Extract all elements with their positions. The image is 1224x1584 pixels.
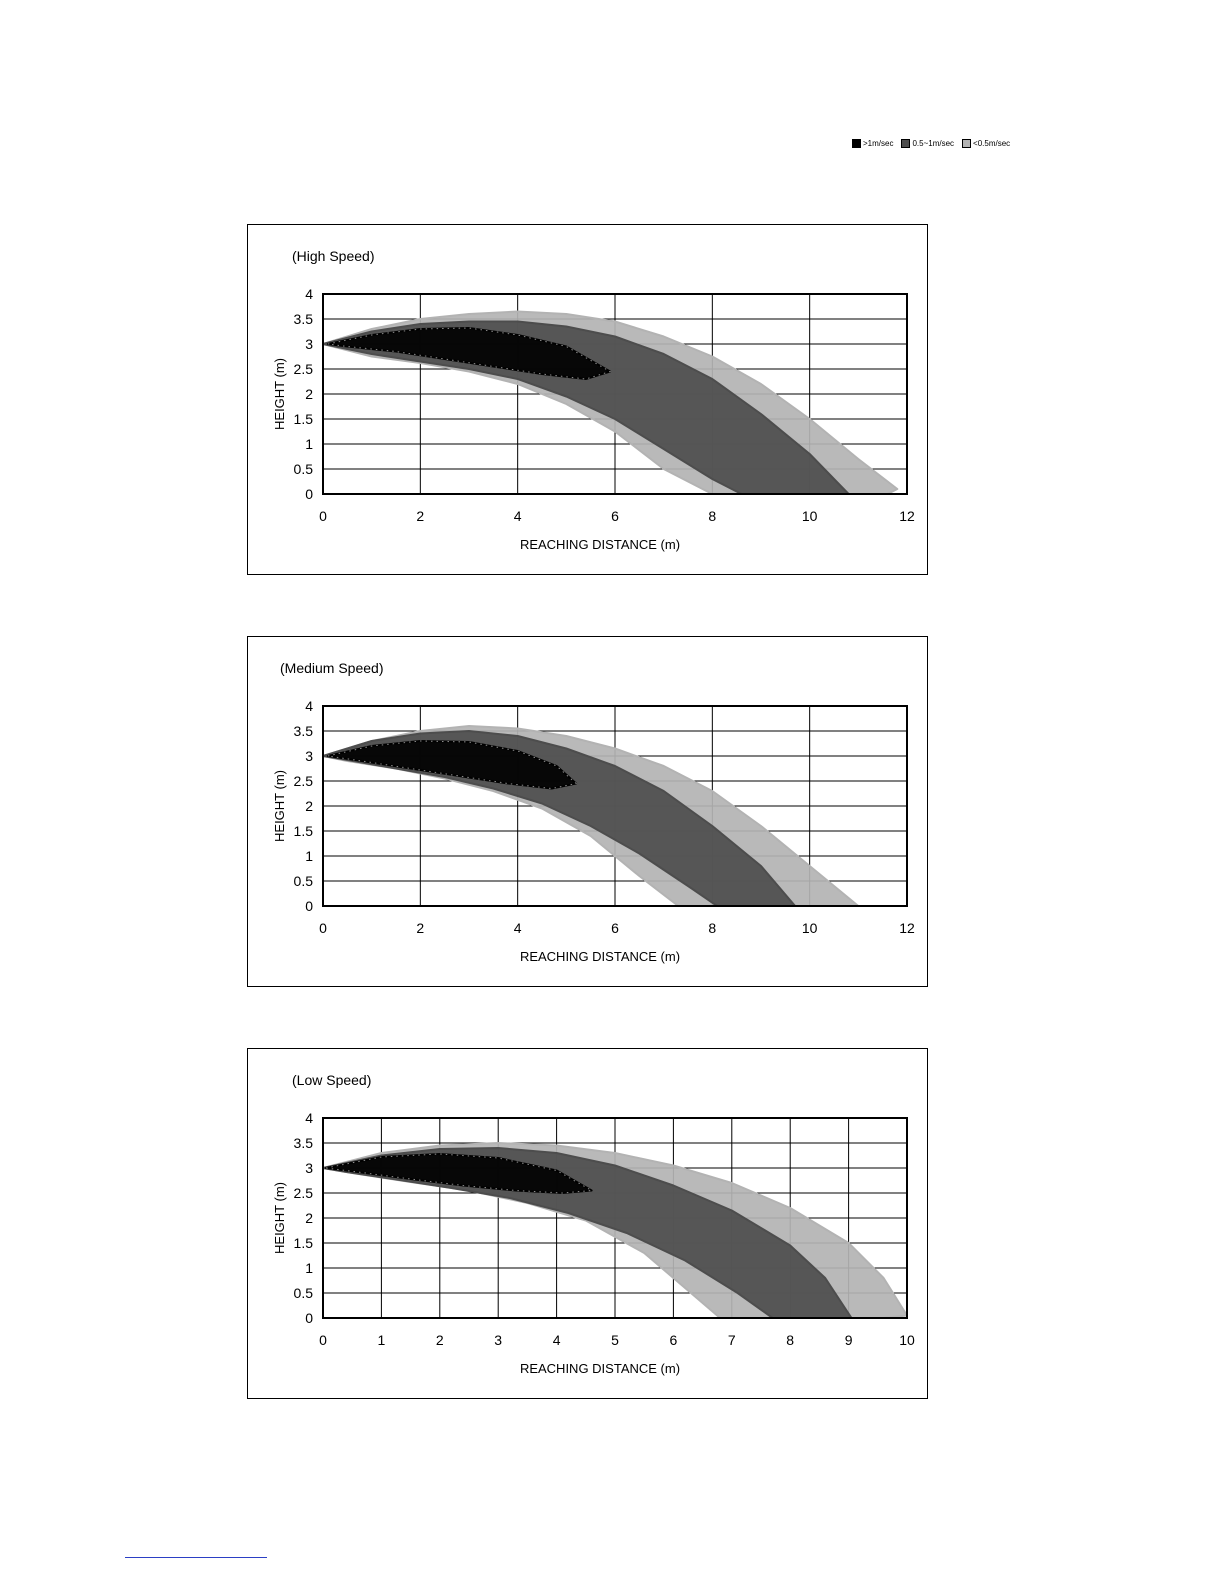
plot-frame xyxy=(322,293,908,495)
y-tick-label: 2.5 xyxy=(294,1185,314,1201)
y-tick-label: 0.5 xyxy=(294,461,314,477)
y-tick-label: 3 xyxy=(305,1160,313,1176)
y-tick-label: 2 xyxy=(305,386,313,402)
x-axis-label: REACHING DISTANCE (m) xyxy=(520,1361,680,1376)
x-tick-label: 4 xyxy=(514,920,522,936)
y-axis-label: HEIGHT (m) xyxy=(272,358,287,430)
x-tick-label: 10 xyxy=(802,920,818,936)
series-region-texture xyxy=(327,327,612,380)
y-tick-label: 1 xyxy=(305,436,313,452)
x-tick-label: 7 xyxy=(728,1332,736,1348)
y-axis-label: HEIGHT (m) xyxy=(272,770,287,842)
y-tick-label: 4 xyxy=(305,286,313,302)
y-tick-label: 3.5 xyxy=(294,1135,314,1151)
y-tick-label: 2 xyxy=(305,1210,313,1226)
x-tick-label: 1 xyxy=(378,1332,386,1348)
legend-item-fast: >1m/sec xyxy=(852,138,894,148)
x-tick-label: 9 xyxy=(845,1332,853,1348)
x-tick-label: 6 xyxy=(611,920,619,936)
chart-panel-medium-speed: (Medium Speed) 0 0.5 1 1.5 2 2.5 3 3.5 4 0 2 4 6 8 10… xyxy=(247,636,928,987)
x-tick-label: 10 xyxy=(802,508,818,524)
y-tick-label: 1.5 xyxy=(294,1235,314,1251)
x-tick-label: 6 xyxy=(611,508,619,524)
legend-swatch-fast xyxy=(852,138,861,148)
x-tick-label: 12 xyxy=(899,508,915,524)
y-tick-label: 2 xyxy=(305,798,313,814)
footer-rule xyxy=(125,1557,267,1558)
x-tick-label: 8 xyxy=(786,1332,794,1348)
legend-item-medium: 0.5~1m/sec xyxy=(901,138,955,148)
x-axis-label: REACHING DISTANCE (m) xyxy=(520,537,680,552)
y-tick-label: 0 xyxy=(305,898,313,914)
x-tick-label: 2 xyxy=(416,508,424,524)
y-tick-label: 0.5 xyxy=(294,1285,314,1301)
chart-panel-low-speed: (Low Speed) 0 0.5 1 1.5 2 2.5 3 3.5 4 0 1 2 3 4 5 6 7 8 9… xyxy=(247,1048,928,1399)
x-tick-label: 8 xyxy=(708,920,716,936)
x-tick-label: 3 xyxy=(494,1332,502,1348)
y-tick-label: 2.5 xyxy=(294,773,314,789)
y-tick-label: 3.5 xyxy=(294,723,314,739)
y-tick-label: 1.5 xyxy=(294,823,314,839)
x-tick-label: 10 xyxy=(899,1332,915,1348)
x-tick-label: 0 xyxy=(319,920,327,936)
y-tick-label: 3 xyxy=(305,336,313,352)
y-tick-label: 3 xyxy=(305,748,313,764)
x-axis-label: REACHING DISTANCE (m) xyxy=(520,949,680,964)
x-tick-label: 6 xyxy=(670,1332,678,1348)
y-tick-label: 0 xyxy=(305,486,313,502)
y-tick-label: 1 xyxy=(305,1260,313,1276)
x-tick-label: 4 xyxy=(553,1332,561,1348)
plot-frame xyxy=(322,705,908,907)
y-tick-label: 1 xyxy=(305,848,313,864)
x-tick-label: 12 xyxy=(899,920,915,936)
legend: >1m/sec 0.5~1m/sec <0.5m/sec xyxy=(852,136,1018,150)
x-tick-label: 0 xyxy=(319,1332,327,1348)
legend-swatch-slow xyxy=(962,138,972,148)
chart-title: (High Speed) xyxy=(292,248,375,264)
legend-swatch-medium xyxy=(901,138,911,148)
x-tick-label: 4 xyxy=(514,508,522,524)
legend-item-slow: <0.5m/sec xyxy=(962,138,1011,148)
plot-frame xyxy=(322,1117,908,1319)
chart-panel-high-speed: (High Speed) 0 0.5 1 1.5 2 2.5 3 3.5 4 0 2 4 6 8 10 12… xyxy=(247,224,928,575)
legend-label-fast: >1m/sec xyxy=(863,138,894,148)
x-tick-label: 2 xyxy=(436,1332,444,1348)
legend-label-slow: <0.5m/sec xyxy=(973,138,1011,148)
y-tick-label: 4 xyxy=(305,698,313,714)
y-tick-label: 0.5 xyxy=(294,873,314,889)
x-tick-label: 5 xyxy=(611,1332,619,1348)
y-tick-label: 2.5 xyxy=(294,361,314,377)
y-axis-label: HEIGHT (m) xyxy=(272,1182,287,1254)
chart-title: (Low Speed) xyxy=(292,1072,371,1088)
series-region-1 xyxy=(322,320,850,495)
x-tick-label: 0 xyxy=(319,508,327,524)
legend-label-medium: 0.5~1m/sec xyxy=(912,138,955,148)
y-tick-label: 1.5 xyxy=(294,411,314,427)
x-tick-label: 8 xyxy=(708,508,716,524)
chart-high-speed: (High Speed) 0 0.5 1 1.5 2 2.5 3 3.5 4 0 2 4 6 8 10 12… xyxy=(272,248,915,552)
chart-medium-speed: (Medium Speed) 0 0.5 1 1.5 2 2.5 3 3.5 4 0 2 4 6 8 10… xyxy=(272,660,915,964)
x-tick-label: 2 xyxy=(416,920,424,936)
y-tick-label: 4 xyxy=(305,1110,313,1126)
chart-title: (Medium Speed) xyxy=(280,660,384,676)
y-tick-label: 0 xyxy=(305,1310,313,1326)
series-region-texture xyxy=(327,740,578,790)
series-region-texture xyxy=(325,1153,594,1194)
y-tick-label: 3.5 xyxy=(294,311,314,327)
chart-low-speed: (Low Speed) 0 0.5 1 1.5 2 2.5 3 3.5 4 0 1 2 3 4 5 6 7 8 9… xyxy=(272,1072,915,1376)
